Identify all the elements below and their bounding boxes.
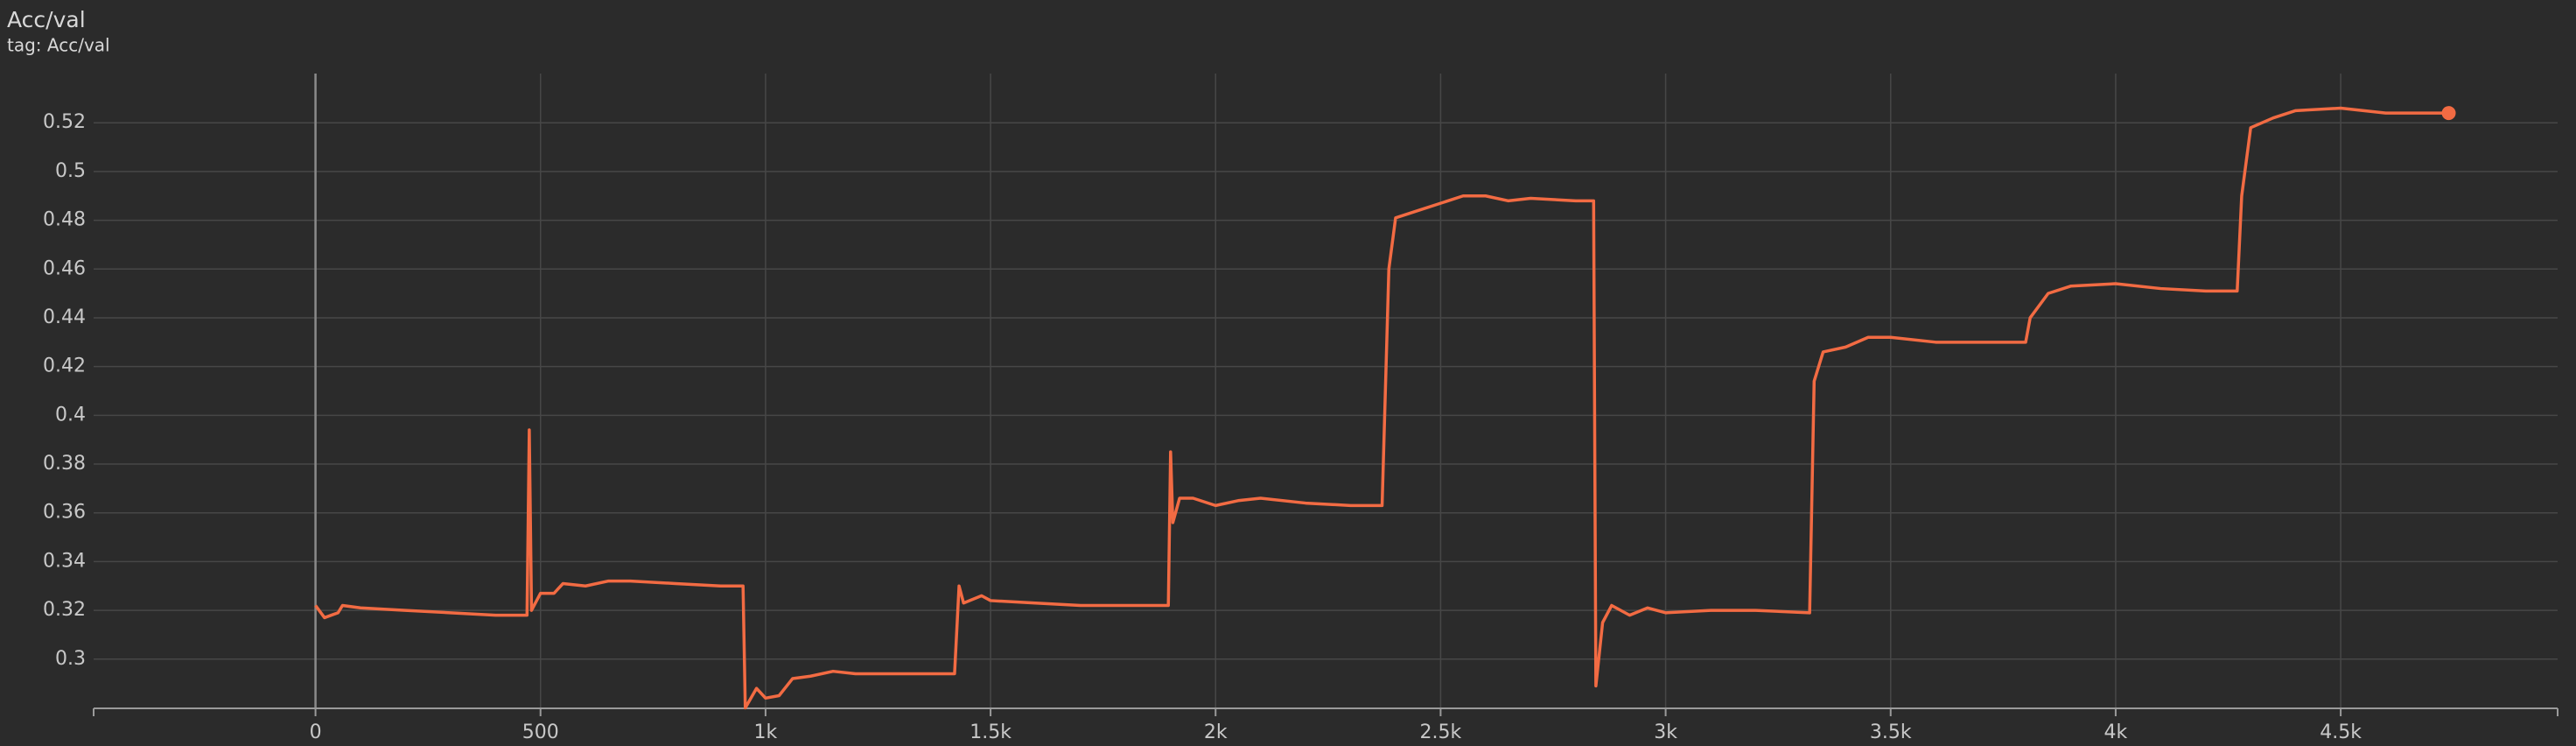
x-tick-label: 4k xyxy=(2104,721,2128,743)
y-tick-label: 0.4 xyxy=(55,404,86,426)
last-point xyxy=(2441,106,2456,121)
y-tick-label: 0.44 xyxy=(43,306,86,328)
x-tick-label: 3.5k xyxy=(1870,721,1912,743)
x-tick-label: 1k xyxy=(754,721,778,743)
y-tick-label: 0.48 xyxy=(43,209,86,231)
x-tick-label: 2k xyxy=(1204,721,1228,743)
x-tick-label: 0 xyxy=(310,721,322,743)
x-tick-label: 500 xyxy=(522,721,559,743)
y-tick-label: 0.36 xyxy=(43,502,86,524)
y-tick-label: 0.3 xyxy=(55,648,86,670)
y-tick-label: 0.42 xyxy=(43,355,86,377)
x-tick-label: 1.5k xyxy=(970,721,1012,743)
y-tick-label: 0.34 xyxy=(43,550,86,572)
data-line xyxy=(314,106,2449,710)
y-tick-label: 0.38 xyxy=(43,453,86,475)
y-tick-label: 0.46 xyxy=(43,257,86,279)
y-tick-label: 0.32 xyxy=(43,599,86,621)
chart-subtitle: tag: Acc/val xyxy=(7,35,110,56)
x-tick-label: 3k xyxy=(1654,721,1677,743)
chart-title: Acc/val xyxy=(7,7,86,32)
y-tick-label: 0.52 xyxy=(43,111,86,133)
x-tick-label: 2.5k xyxy=(1420,721,1462,743)
x-tick-label: 4.5k xyxy=(2320,721,2362,743)
y-tick-label: 0.5 xyxy=(55,160,86,182)
